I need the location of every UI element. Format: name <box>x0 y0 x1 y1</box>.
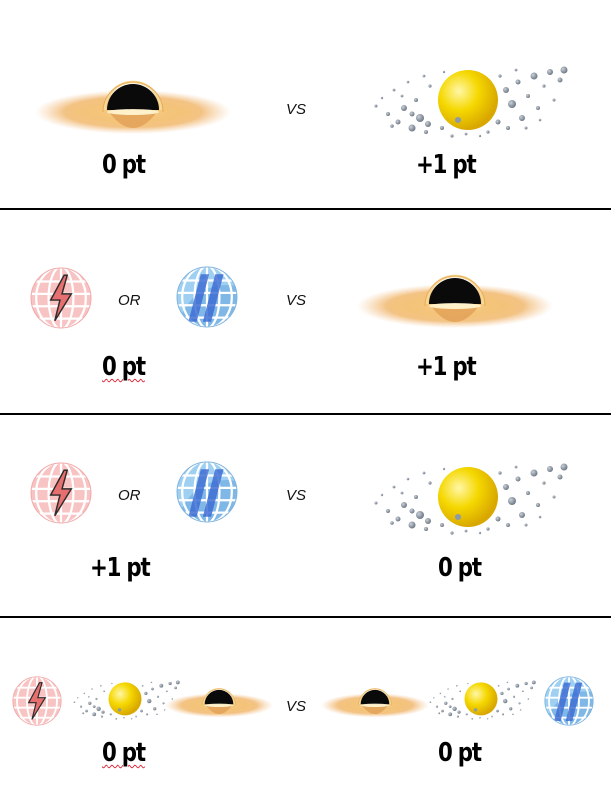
left-points: 0 pt <box>102 352 146 382</box>
row-2: OR VS 0 pt +1 pt <box>0 210 611 413</box>
vs-label: VS <box>286 292 307 309</box>
left-points: 0 pt <box>102 150 146 180</box>
vs-label: VS <box>286 487 307 504</box>
yellow-star-asteroids-icon <box>368 62 568 142</box>
yellow-star-asteroids-icon <box>368 459 568 539</box>
row-1: VS 0 pt +1 pt <box>0 0 611 208</box>
black-hole-icon <box>354 260 556 340</box>
row-4: VS 0 pt 0 pt <box>0 618 611 792</box>
left-points: +1 pt <box>90 553 151 583</box>
blue-striped-globe-icon <box>176 461 238 523</box>
black-hole-icon <box>320 680 430 724</box>
vs-label: VS <box>286 698 307 715</box>
blue-striped-globe-icon <box>176 266 238 328</box>
divider <box>0 413 611 415</box>
black-hole-icon <box>32 66 234 146</box>
row-3: OR VS +1 pt 0 pt <box>0 415 611 616</box>
right-points: 0 pt <box>438 553 482 583</box>
right-points: +1 pt <box>416 352 477 382</box>
right-points: +1 pt <box>416 150 477 180</box>
divider <box>0 208 611 210</box>
vs-label: VS <box>286 101 307 118</box>
or-label: OR <box>118 487 141 504</box>
red-lightning-globe-icon <box>30 267 92 329</box>
red-lightning-globe-icon <box>12 676 62 726</box>
yellow-star-asteroids-icon <box>426 678 536 722</box>
blue-striped-globe-icon <box>544 676 594 726</box>
divider <box>0 616 611 618</box>
right-points: 0 pt <box>438 738 482 768</box>
red-lightning-globe-icon <box>30 462 92 524</box>
left-points: 0 pt <box>102 738 146 768</box>
black-hole-icon <box>164 680 274 724</box>
or-label: OR <box>118 292 141 309</box>
